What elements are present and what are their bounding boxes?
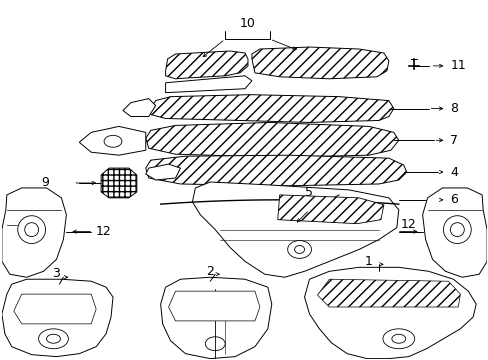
Polygon shape: [145, 164, 180, 180]
Polygon shape: [145, 155, 406, 186]
Polygon shape: [14, 294, 96, 324]
Text: 1: 1: [365, 255, 372, 268]
Polygon shape: [150, 95, 393, 122]
Polygon shape: [304, 267, 475, 359]
Polygon shape: [277, 195, 383, 224]
Polygon shape: [2, 188, 66, 277]
Polygon shape: [145, 122, 398, 157]
Text: 4: 4: [449, 166, 457, 179]
Text: 3: 3: [52, 267, 61, 280]
Polygon shape: [165, 76, 251, 93]
Text: 5: 5: [305, 186, 313, 199]
Polygon shape: [317, 279, 459, 307]
Polygon shape: [192, 182, 398, 277]
Polygon shape: [2, 279, 113, 357]
Polygon shape: [422, 188, 486, 277]
Polygon shape: [168, 291, 259, 321]
Text: 6: 6: [449, 193, 457, 206]
Polygon shape: [165, 51, 247, 79]
Polygon shape: [161, 277, 271, 359]
Text: 11: 11: [449, 59, 465, 72]
Text: 12: 12: [96, 225, 112, 238]
Text: 2: 2: [206, 265, 214, 278]
Text: 9: 9: [41, 176, 49, 189]
Text: 8: 8: [449, 102, 457, 115]
Text: 12: 12: [400, 218, 416, 231]
Text: 7: 7: [449, 134, 457, 147]
Polygon shape: [251, 47, 388, 79]
Polygon shape: [79, 126, 145, 155]
Text: 10: 10: [240, 17, 255, 30]
Polygon shape: [101, 168, 137, 198]
Polygon shape: [122, 99, 155, 117]
